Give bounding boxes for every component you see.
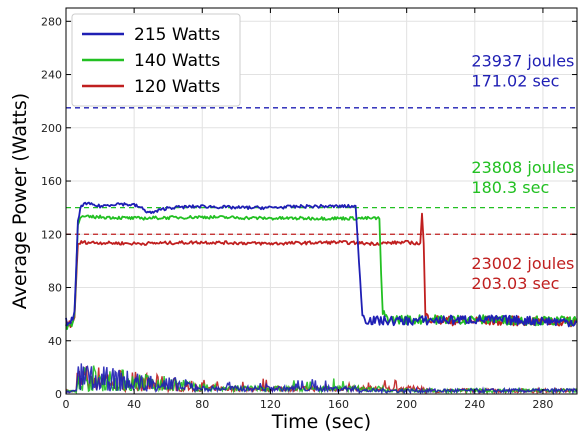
y-tick-label: 120 — [41, 228, 62, 241]
y-tick-label: 0 — [55, 388, 62, 401]
x-tick-label: 0 — [63, 398, 70, 411]
x-axis-label: Time (sec) — [271, 411, 371, 433]
x-tick-label: 200 — [396, 398, 417, 411]
power-series — [65, 201, 578, 330]
y-tick-label: 160 — [41, 175, 62, 188]
y-tick-label: 280 — [41, 15, 62, 28]
x-tick-label: 80 — [195, 398, 209, 411]
legend-label: 140 Watts — [134, 51, 220, 71]
energy-annotation: 180.3 sec — [471, 178, 549, 197]
power-limit-lines — [66, 107, 577, 235]
legend-box — [71, 13, 241, 107]
legend: 215 Watts 140 Watts 120 Watts — [71, 13, 241, 107]
energy-annotation: 171.02 sec — [471, 72, 559, 91]
y-tick-label: 200 — [41, 122, 62, 135]
x-tick-label: 280 — [532, 398, 553, 411]
energy-annotation: 23808 joules — [471, 158, 574, 177]
legend-label: 215 Watts — [134, 25, 220, 45]
energy-annotation: 23937 joules — [471, 52, 574, 71]
x-tick-label: 160 — [328, 398, 349, 411]
y-axis-label: Average Power (Watts) — [9, 93, 31, 309]
x-tick-label: 40 — [127, 398, 141, 411]
energy-annotation: 203.03 sec — [471, 274, 559, 293]
series-line — [65, 201, 578, 328]
low-power-trace — [65, 363, 578, 396]
x-tick-label: 240 — [464, 398, 485, 411]
y-tick-label: 240 — [41, 69, 62, 82]
axis-ticks: 0 40 80 120 160 200 240 280 0 40 80 120 160 200 240 280 — [41, 8, 577, 411]
gpu-noise-traces — [65, 363, 578, 396]
y-tick-label: 80 — [48, 282, 62, 295]
energy-annotation: 23002 joules — [471, 254, 574, 273]
series-line — [65, 214, 578, 330]
plot-frame — [65, 7, 578, 395]
x-tick-label: 120 — [260, 398, 281, 411]
legend-label: 120 Watts — [134, 77, 220, 97]
y-tick-label: 40 — [48, 335, 62, 348]
